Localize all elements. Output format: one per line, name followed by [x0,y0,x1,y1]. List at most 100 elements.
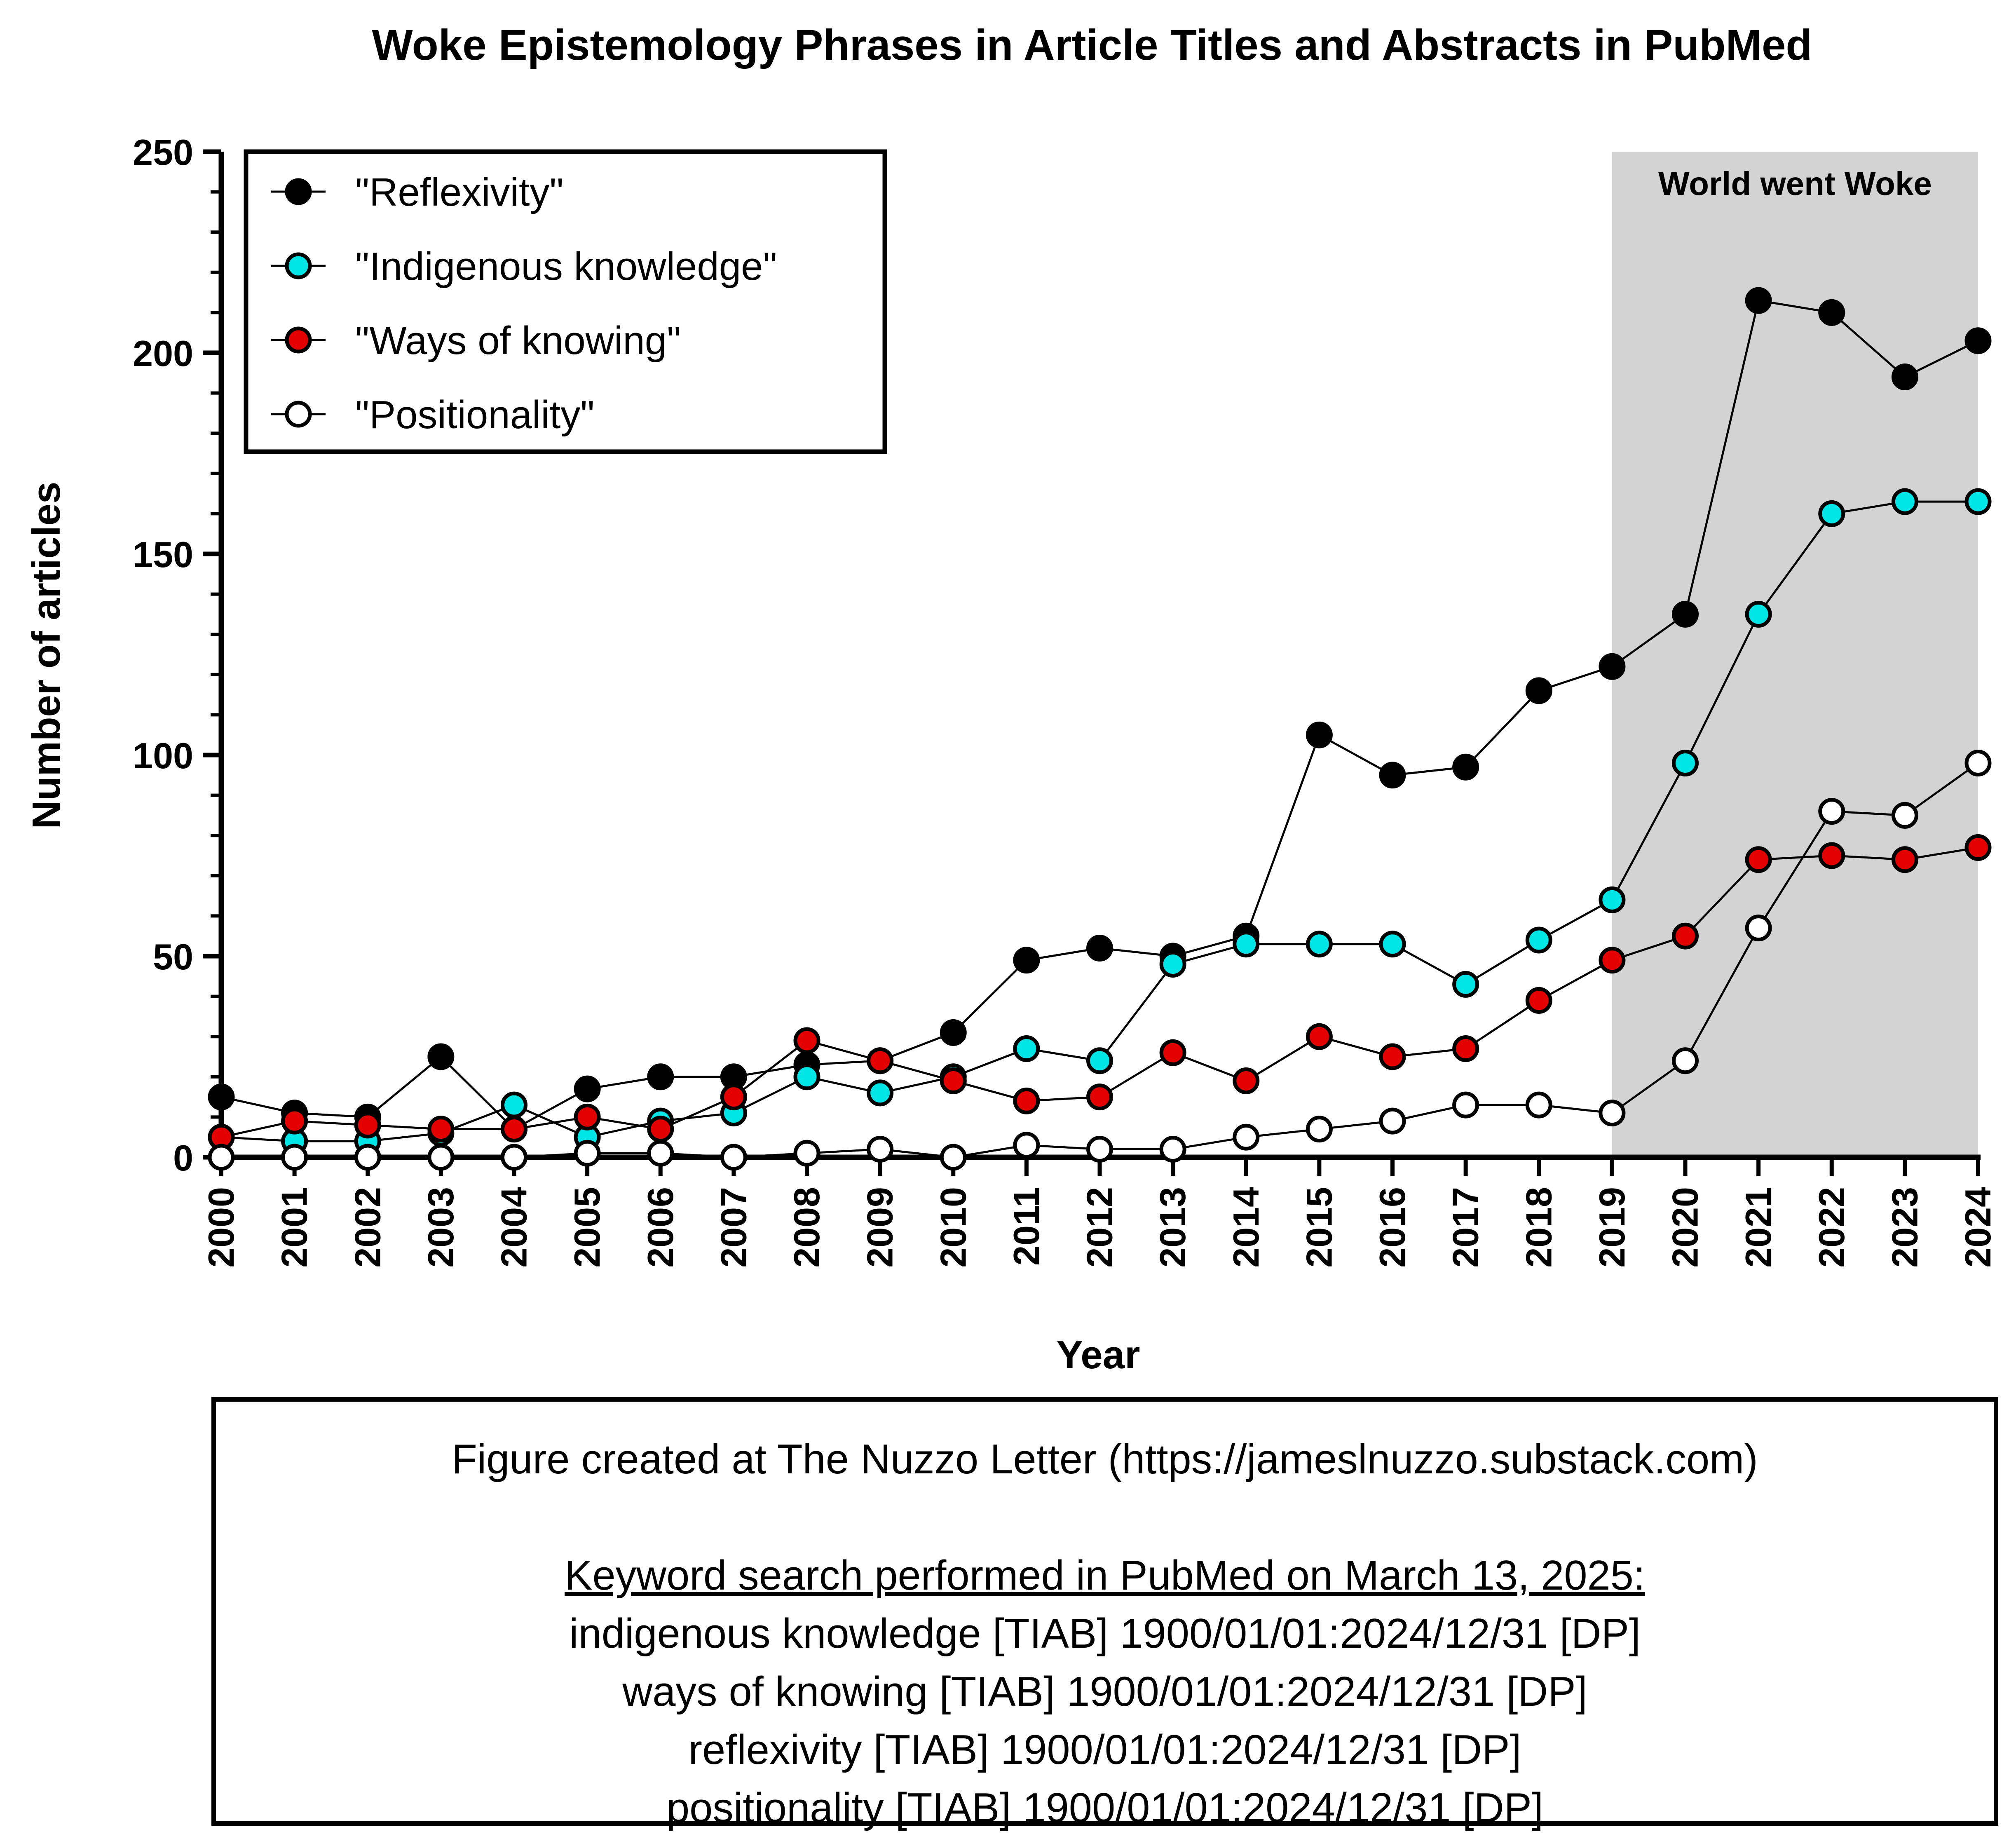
search-query: indigenous knowledge [TIAB] 1900/01/01:2… [569,1611,1641,1657]
x-tick-label: 2005 [567,1187,607,1268]
x-tick-label: 2012 [1079,1187,1120,1268]
y-axis: 0 50 100 150 200 250 [133,132,224,1178]
data-point [1233,931,1260,958]
data-point [1745,287,1772,314]
data-point [867,1135,894,1163]
x-tick-label: 2009 [860,1187,900,1268]
y-tick-label: 100 [133,735,193,776]
legend-marker [285,178,312,205]
data-point [1964,327,1992,354]
legend-box [244,149,887,454]
search-query: reflexivity [TIAB] 1900/01/01:2024/12/31… [688,1727,1521,1773]
data-point [647,1116,674,1143]
x-tick-label: 2004 [494,1187,534,1268]
line-chart: Woke Epistemology Phrases in Article Tit… [24,21,1998,1377]
data-point [1452,1035,1479,1062]
footnote-box: Figure created at The Nuzzo Letter (http… [211,1397,1998,1831]
data-point [281,1107,308,1135]
data-point [1306,1023,1333,1050]
x-tick-label: 2011 [1006,1187,1047,1266]
data-point [1159,1039,1186,1066]
data-point [647,1140,674,1167]
legend-label: "Indigenous knowledge" [355,244,777,288]
data-point [1818,299,1845,326]
data-point [1891,802,1918,829]
data-point [720,1083,747,1111]
data-point [1452,753,1479,781]
y-tick-label: 50 [153,936,193,977]
y-tick-label: 250 [133,132,193,173]
x-tick-label: 2022 [1811,1187,1852,1268]
data-point [1086,1047,1113,1074]
data-point [1964,488,1992,515]
legend: "Reflexivity" "Indigenous knowledge" "Ways… [244,149,887,454]
data-point [1599,653,1626,680]
y-tick-label: 150 [133,534,193,575]
data-point [1599,1100,1626,1127]
x-tick-label: 2017 [1445,1187,1486,1268]
y-tick-label: 200 [133,333,193,374]
data-point [1379,1043,1406,1070]
credit-text: Figure created at The Nuzzo Letter (http… [452,1436,1758,1482]
data-point [1891,846,1918,873]
data-point [793,1027,820,1054]
data-point [720,1144,747,1171]
data-point [1599,947,1626,974]
data-point [501,1144,527,1171]
x-tick-label: 2016 [1372,1187,1413,1268]
x-tick-label: 2019 [1592,1187,1632,1268]
x-tick-label: 2008 [786,1187,827,1268]
data-point [1306,931,1333,958]
x-axis-label: Year [1057,1333,1140,1377]
data-point [501,1116,527,1143]
data-point [574,1075,601,1102]
data-point [867,1047,894,1074]
data-point [1964,834,1992,861]
shaded-region [1612,152,1978,1157]
data-point [1891,488,1918,515]
y-axis-label: Number of articles [24,482,68,829]
legend-marker [285,401,312,428]
data-point [1818,842,1845,869]
x-axis: 2000 2001 2002 2003 2004 2005 2006 2007 2008 2009… [201,1154,1998,1268]
chart-title: Woke Epistemology Phrases in Article Tit… [372,21,1812,69]
data-point [1379,1107,1406,1135]
data-point [1745,846,1772,873]
search-query: ways of knowing [TIAB] 1900/01/01:2024/1… [622,1669,1587,1715]
x-tick-label: 2002 [347,1187,388,1268]
data-point [1086,934,1113,962]
legend-label: "Reflexivity" [355,170,564,214]
data-point [940,1144,967,1171]
x-tick-label: 2006 [640,1187,681,1268]
series-markers [208,750,1992,1171]
legend-marker [285,326,312,354]
data-point [793,1140,820,1167]
data-point [1818,798,1845,825]
x-tick-label: 2018 [1518,1187,1559,1268]
x-tick-label: 2007 [713,1187,754,1268]
data-point [1013,1035,1040,1062]
data-point [427,1116,455,1143]
data-point [1672,750,1699,777]
data-point [1891,364,1918,391]
legend-label: "Positionality" [355,393,594,437]
x-tick-label: 2020 [1665,1187,1706,1268]
data-point [940,1019,967,1046]
data-point [793,1063,820,1091]
data-point [281,1144,308,1171]
data-point [1086,1083,1113,1111]
legend-marker [285,252,312,279]
data-point [1525,677,1552,704]
data-point [354,1112,381,1139]
footnote-spacer [216,1489,1994,1547]
data-point [427,1043,455,1070]
y-tick-label: 0 [173,1137,193,1178]
x-tick-label: 2013 [1152,1187,1193,1268]
x-tick-label: 2001 [274,1187,315,1268]
data-point [208,1144,235,1171]
data-point [1672,1047,1699,1074]
data-point [1672,922,1699,950]
data-point [1745,915,1772,942]
data-point [574,1140,601,1167]
x-tick-label: 2000 [201,1187,241,1268]
